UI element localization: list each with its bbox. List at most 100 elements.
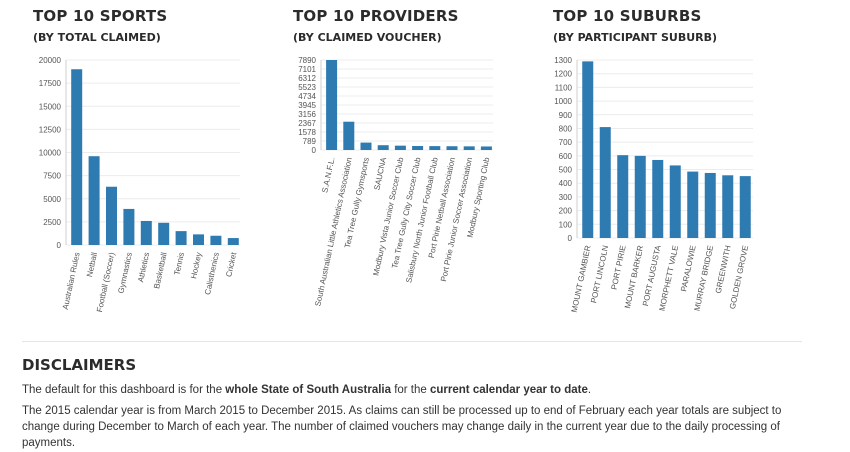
y-tick-label: 3945 bbox=[298, 101, 316, 110]
bar[interactable] bbox=[193, 234, 204, 245]
y-tick-label: 20000 bbox=[39, 56, 62, 65]
y-tick-label: 100 bbox=[559, 220, 573, 229]
y-tick-label: 0 bbox=[57, 241, 62, 250]
x-category-label: GREENWITH bbox=[714, 244, 733, 294]
section-divider bbox=[22, 341, 802, 342]
bar[interactable] bbox=[210, 235, 222, 245]
y-tick-label: 7890 bbox=[298, 56, 316, 65]
bar[interactable] bbox=[582, 61, 594, 238]
bar[interactable] bbox=[377, 145, 389, 150]
x-category-label: S.A.N.F.L. bbox=[320, 157, 336, 194]
suburbs-bar-chart: 0 100 200 300 400 500 600 700 800 900 1000 1100 1200… bbox=[554, 56, 753, 313]
disclaimer-emphasis: current calendar year to date bbox=[430, 384, 588, 396]
suburbs-panel: TOP 10 SUBURBS (BY PARTICIPANT SUBURB) 0… bbox=[553, 0, 773, 330]
sports-chart-title: TOP 10 SPORTS bbox=[33, 7, 168, 25]
y-tick-label: 789 bbox=[303, 137, 317, 146]
y-tick-label: 900 bbox=[559, 111, 573, 120]
bar[interactable] bbox=[652, 159, 664, 238]
providers-chart-subtitle: (BY CLAIMED VOUCHER) bbox=[293, 31, 442, 44]
x-category-label: Australian Rules bbox=[61, 252, 82, 311]
bar[interactable] bbox=[326, 60, 338, 150]
y-tick-label: 2367 bbox=[298, 119, 316, 128]
x-category-label: PORT LINCOLN bbox=[589, 244, 610, 304]
x-category-label: GOLDEN GROVE bbox=[728, 245, 750, 310]
bar[interactable] bbox=[227, 238, 239, 245]
y-tick-label: 500 bbox=[559, 166, 573, 175]
providers-chart-title: TOP 10 PROVIDERS bbox=[293, 7, 459, 25]
y-tick-label: 4734 bbox=[298, 92, 316, 101]
bar[interactable] bbox=[480, 146, 492, 150]
x-category-label: PORT PIRIE bbox=[610, 245, 628, 291]
disclaimer-default-scope: The default for this dashboard is for th… bbox=[22, 382, 792, 398]
x-category-label: Tennis bbox=[172, 252, 186, 276]
bar[interactable] bbox=[88, 156, 100, 245]
y-tick-label: 1300 bbox=[554, 56, 572, 65]
bar[interactable] bbox=[360, 142, 372, 150]
bar[interactable] bbox=[343, 121, 355, 150]
x-category-label: Calisthenics bbox=[203, 252, 221, 296]
bar[interactable] bbox=[687, 171, 699, 238]
x-category-label: Basketball bbox=[152, 251, 169, 289]
bar[interactable] bbox=[140, 220, 152, 245]
disclaimer-text: for the bbox=[391, 384, 430, 396]
x-category-label: SAUCNA bbox=[372, 156, 388, 191]
y-tick-label: 0 bbox=[568, 234, 573, 243]
y-tick-label: 200 bbox=[559, 207, 573, 216]
y-tick-label: 1578 bbox=[298, 128, 316, 137]
y-tick-label: 400 bbox=[559, 179, 573, 188]
sports-panel: TOP 10 SPORTS (BY TOTAL CLAIMED) 0 2500 50… bbox=[33, 0, 253, 330]
suburbs-chart-title: TOP 10 SUBURBS bbox=[553, 7, 702, 25]
x-category-label: Hockey bbox=[189, 252, 203, 280]
y-tick-label: 2500 bbox=[43, 218, 61, 227]
y-tick-label: 7500 bbox=[43, 172, 61, 181]
disclaimer-text: The default for this dashboard is for th… bbox=[22, 384, 226, 396]
y-tick-label: 12500 bbox=[39, 125, 62, 134]
y-tick-label: 7101 bbox=[298, 65, 316, 74]
bar[interactable] bbox=[739, 176, 751, 238]
bar[interactable] bbox=[704, 172, 716, 238]
bar[interactable] bbox=[71, 69, 83, 245]
y-tick-label: 1000 bbox=[554, 97, 572, 106]
y-tick-label: 0 bbox=[312, 146, 317, 155]
x-category-label: Gymnastics bbox=[116, 252, 133, 295]
y-tick-label: 600 bbox=[559, 152, 573, 161]
x-category-label: Cricket bbox=[224, 251, 238, 278]
y-tick-label: 5000 bbox=[43, 195, 61, 204]
y-tick-label: 17500 bbox=[39, 79, 62, 88]
providers-bar-chart: 0789157823673156394547345523631271017890… bbox=[298, 56, 493, 307]
x-category-label: Netball bbox=[85, 251, 99, 277]
bar[interactable] bbox=[175, 231, 187, 245]
y-tick-label: 1100 bbox=[555, 83, 573, 92]
bar[interactable] bbox=[669, 165, 681, 238]
bar[interactable] bbox=[634, 155, 646, 238]
bar[interactable] bbox=[412, 146, 424, 150]
y-tick-label: 300 bbox=[559, 193, 573, 202]
y-tick-label: 5523 bbox=[298, 83, 316, 92]
bar[interactable] bbox=[429, 146, 441, 150]
y-tick-label: 700 bbox=[559, 138, 573, 147]
y-tick-label: 800 bbox=[559, 124, 573, 133]
disclaimer-calendar-note: The 2015 calendar year is from March 201… bbox=[22, 405, 782, 449]
disclaimers-heading: DISCLAIMERS bbox=[22, 356, 137, 374]
y-tick-label: 3156 bbox=[298, 110, 316, 119]
bar[interactable] bbox=[158, 222, 170, 245]
bar[interactable] bbox=[722, 175, 734, 238]
x-category-label: PARALOWIE bbox=[679, 245, 698, 293]
sports-chart-subtitle: (BY TOTAL CLAIMED) bbox=[33, 31, 161, 44]
x-category-label: Football (Soccer) bbox=[95, 251, 117, 313]
bar[interactable] bbox=[599, 127, 611, 238]
bar[interactable] bbox=[463, 146, 475, 150]
y-tick-label: 1200 bbox=[554, 70, 572, 79]
suburbs-chart-subtitle: (BY PARTICIPANT SUBURB) bbox=[553, 31, 718, 44]
bar[interactable] bbox=[394, 145, 406, 150]
bar[interactable] bbox=[446, 146, 458, 150]
x-category-label: Athletics bbox=[136, 252, 151, 283]
y-tick-label: 10000 bbox=[39, 149, 62, 158]
sports-bar-chart: 0 2500 5000 7500 10000 12500 15000 17500 20000 Au… bbox=[39, 56, 240, 313]
bar[interactable] bbox=[123, 208, 135, 245]
bar[interactable] bbox=[106, 186, 117, 245]
y-tick-label: 6312 bbox=[298, 74, 316, 83]
bar[interactable] bbox=[617, 155, 629, 238]
y-tick-label: 15000 bbox=[39, 102, 62, 111]
